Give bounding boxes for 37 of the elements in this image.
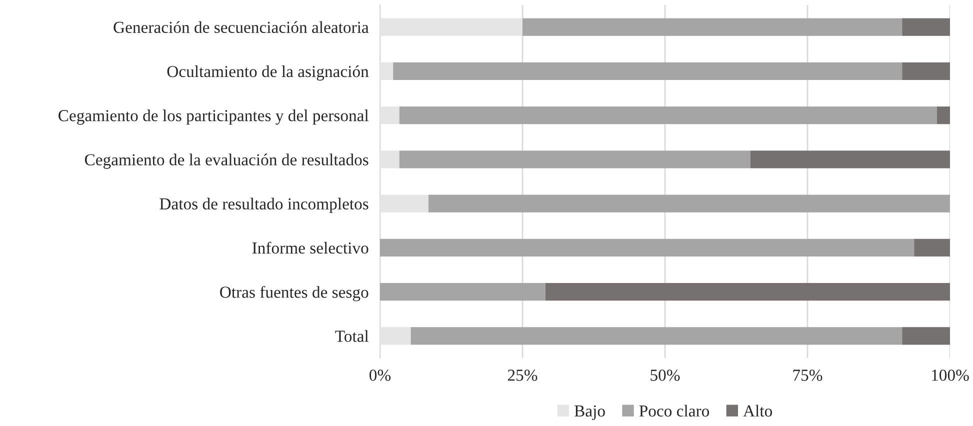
- legend-label: Poco claro: [639, 404, 710, 417]
- bar: [380, 106, 400, 124]
- y-tick-label: Cegamiento de los participantes y del personal: [58, 110, 369, 125]
- bar: [380, 238, 914, 257]
- bar: [380, 18, 522, 36]
- x-tick-label: 0%: [370, 370, 391, 381]
- bar: [380, 62, 394, 80]
- bar: [902, 327, 950, 345]
- y-tick-label: Cegamiento de la evaluación de resultados: [84, 154, 368, 169]
- bar: [750, 150, 950, 168]
- y-tick-label: Otras fuentes de sesgo: [220, 286, 368, 302]
- bar: [380, 194, 428, 212]
- x-tick-label: 75%: [793, 370, 822, 381]
- legend-label: Alto: [743, 404, 772, 417]
- x-tick-label: 50%: [650, 370, 680, 381]
- y-tick-label: Ocultamiento de la asignación: [167, 65, 369, 81]
- y-tick-label: Informe selectivo: [252, 242, 368, 254]
- bar: [914, 238, 950, 257]
- bar: [399, 150, 750, 168]
- x-tick-label: 100%: [932, 370, 969, 381]
- bar: [399, 106, 937, 124]
- x-tick-label: 25%: [508, 370, 538, 381]
- bar: [410, 327, 902, 345]
- y-tick-label: Datos de resultado incompletos: [160, 198, 368, 213]
- bar: [380, 150, 400, 168]
- bar: [545, 282, 950, 301]
- bar: [380, 282, 546, 301]
- y-tick-label: Total: [335, 330, 369, 342]
- bar: [936, 106, 950, 124]
- bar: [393, 62, 902, 80]
- y-tick-label: Generación de secuenciación aleatoria: [114, 21, 369, 34]
- legend-label: Bajo: [574, 405, 605, 420]
- bar: [380, 327, 411, 345]
- bar: [902, 18, 950, 36]
- bar: [428, 194, 950, 212]
- bar: [902, 62, 950, 80]
- bar: [522, 18, 902, 36]
